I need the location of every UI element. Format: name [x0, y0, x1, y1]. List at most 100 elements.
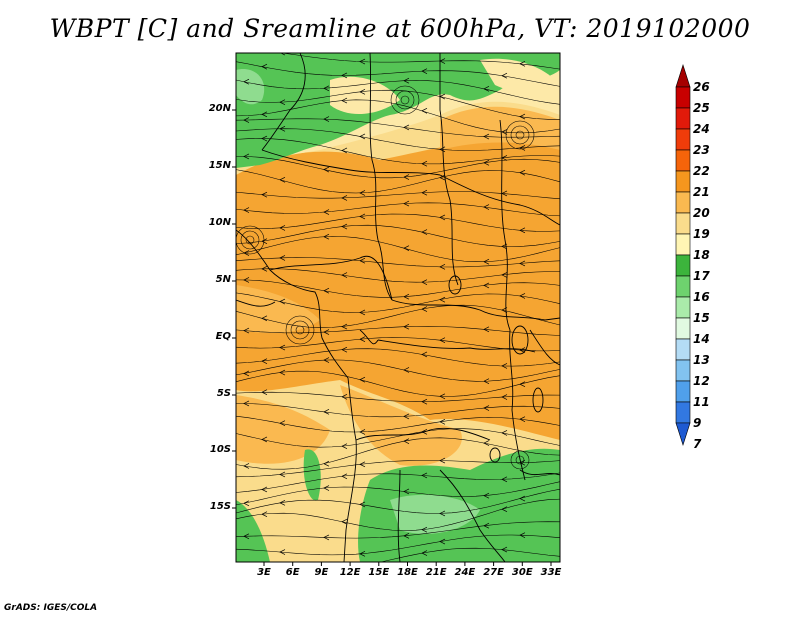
circulation-swirl	[236, 225, 265, 255]
streamline-arrow	[323, 534, 330, 541]
circulation-swirl	[515, 455, 525, 465]
border-line	[509, 329, 526, 481]
lon-label: 24E	[454, 567, 476, 578]
lake-outline	[532, 387, 544, 413]
streamline	[236, 481, 560, 506]
streamline-arrow	[421, 107, 428, 114]
streamline-arrow	[439, 296, 446, 303]
circulation-swirl	[285, 315, 315, 345]
streamline-arrow	[439, 174, 446, 181]
streamline-arrow	[341, 272, 348, 278]
streamline-arrow	[519, 293, 526, 299]
streamline-arrow	[501, 476, 508, 483]
colorbar-swatch	[675, 233, 691, 256]
streamline-arrow	[519, 495, 526, 502]
streamline-arrow	[279, 369, 286, 376]
lake-outline	[511, 325, 529, 355]
streamline	[236, 428, 560, 448]
lat-label: 15S	[209, 501, 231, 512]
streamline-arrow	[421, 398, 428, 405]
streamline-arrow	[341, 223, 348, 230]
streamline-arrow	[439, 58, 446, 64]
streamline	[236, 521, 560, 539]
circulation-swirl	[505, 120, 535, 150]
border-line	[261, 149, 441, 176]
lon-label: 12E	[339, 567, 361, 578]
streamline-arrow	[359, 551, 366, 557]
streamline-arrow	[341, 473, 348, 480]
streamline-arrow	[519, 532, 526, 538]
colorbar-label: 18	[693, 248, 710, 262]
streamline-arrow	[421, 229, 428, 235]
streamline	[236, 79, 560, 105]
streamline-arrow	[341, 393, 348, 400]
streamline-arrow	[501, 506, 508, 513]
streamline-arrow	[403, 200, 410, 207]
streamline-arrow	[519, 260, 526, 267]
streamline-arrow	[403, 77, 410, 84]
streamline-arrow	[439, 393, 446, 400]
streamline-arrow	[439, 510, 446, 517]
lon-label: 6E	[285, 567, 300, 578]
streamline-arrow	[439, 337, 446, 344]
streamline-arrow	[519, 381, 526, 388]
lat-label: EQ	[215, 331, 231, 342]
streamline-arrow	[403, 293, 410, 300]
streamline-arrow	[261, 111, 268, 118]
credit-text: GrADS: IGES/COLA	[4, 603, 98, 613]
streamline-arrow	[243, 327, 250, 334]
colorbar-swatch	[675, 338, 691, 361]
streamline-arrow	[261, 389, 268, 396]
streamline-arrow	[501, 272, 508, 278]
streamline-arrow	[439, 214, 446, 221]
streamline-arrow	[243, 370, 250, 377]
streamline-arrow	[279, 225, 286, 231]
streamline-arrow	[323, 85, 330, 92]
streamline-arrow	[403, 488, 410, 495]
streamline-arrow	[243, 500, 250, 507]
streamline-arrow	[483, 440, 490, 446]
streamline	[236, 89, 560, 120]
streamline-arrow	[359, 133, 366, 140]
colorbar-label: 21	[693, 185, 710, 199]
streamline	[236, 403, 560, 418]
streamline	[236, 292, 560, 313]
wbpt-21-region	[236, 139, 560, 441]
circulation-swirl	[395, 90, 415, 110]
streamline-arrow	[261, 436, 268, 443]
streamline-arrow	[261, 315, 268, 322]
colorbar	[675, 64, 691, 446]
colorbar-swatch	[675, 86, 691, 109]
colorbar-label: 24	[693, 122, 710, 136]
streamline-arrow	[501, 72, 508, 79]
streamline-arrow	[359, 309, 366, 316]
border-line	[499, 119, 511, 331]
streamline-arrow	[280, 53, 286, 56]
streamline-arrow	[261, 238, 268, 245]
colorbar-swatch	[675, 170, 691, 193]
streamline-arrow	[483, 326, 490, 333]
colorbar-label: 26	[693, 80, 710, 94]
streamline-arrow	[341, 346, 348, 353]
streamline-arrow	[243, 78, 250, 85]
streamline-arrow	[439, 457, 446, 464]
colorbar-label: 12	[693, 374, 710, 388]
streamline-arrow	[243, 463, 250, 469]
streamline	[236, 534, 560, 556]
streamline	[236, 99, 560, 134]
streamline-arrow	[341, 195, 348, 201]
streamline-arrow	[243, 250, 250, 256]
circulation-swirl	[245, 235, 255, 245]
streamline	[280, 53, 560, 70]
colorbar-label: 16	[693, 290, 710, 304]
streamline-arrow	[501, 363, 508, 369]
lon-label: 27E	[483, 567, 504, 578]
lat-label: 20N	[208, 103, 231, 114]
streamline-arrow	[243, 207, 250, 213]
colorbar-label: 11	[693, 395, 710, 409]
streamline	[236, 202, 560, 217]
streamline	[236, 191, 560, 200]
lat-label: 5N	[215, 274, 231, 285]
colorbar-label: 15	[693, 311, 710, 325]
streamline-arrow	[421, 351, 428, 358]
